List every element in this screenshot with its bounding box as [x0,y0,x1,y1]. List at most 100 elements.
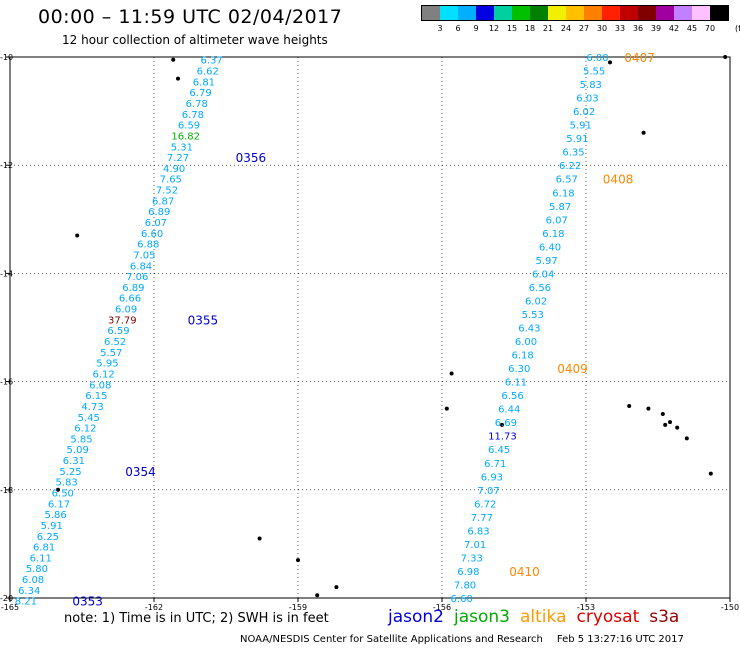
color-scale-label: 24 [560,24,572,33]
lon-label: -153 [577,603,595,612]
wave-height-value: 6.43 [518,324,540,335]
wave-height-value: 11.73 [488,432,517,443]
wave-height-value: 6.44 [498,405,520,416]
wave-height-value: 6.17 [48,499,70,510]
wave-height-value: 6.04 [532,269,554,280]
wave-height-value: 4.90 [163,164,185,175]
wave-height-value: 6.52 [104,337,126,348]
color-swatch [620,6,638,20]
satellite-s3a: s3a [649,607,680,627]
wave-height-value: 7.01 [464,540,486,551]
satellite-jason3: jason3 [454,607,510,627]
island-marker [684,436,689,441]
lon-label: -150 [721,603,739,612]
wave-height-value: 6.18 [512,351,534,362]
lat-label: -12 [0,161,13,170]
lat-label: -20 [0,594,13,603]
pass-time-label: 0356 [236,151,267,165]
wave-height-value: 6.12 [92,369,114,380]
color-scale-label: 33 [614,24,626,33]
wave-height-value: 6.11 [30,553,52,564]
satellite-jason2: jason2 [388,607,444,627]
wave-height-value: 6.11 [505,378,527,389]
wave-height-value: 7.33 [461,553,483,564]
wave-height-value: 6.93 [481,472,503,483]
color-scale-label: 45 [686,24,698,33]
island-marker [75,233,80,238]
color-scale-label: 70 [704,24,716,33]
island-marker [608,60,612,65]
island-marker [176,76,180,81]
wave-height-value: 5.45 [78,413,100,424]
wave-height-value: 6.89 [148,207,170,218]
wave-height-value: 5.55 [583,67,605,78]
credit-text: NOAA/NESDIS Center for Satellite Applica… [240,634,543,645]
wave-height-value: 5.97 [536,256,558,267]
lat-label: -14 [0,269,13,278]
wave-height-value: 6.00 [515,337,537,348]
color-scale-label: 36 [632,24,644,33]
island-marker [641,130,646,135]
wave-height-value: 6.12 [74,424,96,435]
color-scale-label: 6 [455,24,461,33]
wave-height-value: 6.88 [137,240,159,251]
wave-height-value: 6.59 [178,121,200,132]
color-swatch [566,6,584,20]
color-swatch [530,6,548,20]
wave-height-value: 6.84 [130,261,152,272]
color-scale-label: 27 [578,24,590,33]
color-scale-label: 15 [506,24,518,33]
wave-height-value: 6.07 [546,215,568,226]
wave-height-value: 8.21 [15,597,37,608]
island-marker [708,471,713,476]
island-marker [675,425,680,430]
wave-height-value: 37.79 [108,315,137,326]
wave-height-value: 6.89 [122,283,144,294]
wave-height-value: 6.81 [33,543,55,554]
island-marker [334,585,339,590]
pass-time-label: 0353 [72,595,103,609]
wave-height-value: 7.05 [133,250,155,261]
wave-height-value: 6.78 [182,110,204,121]
island-marker [723,55,728,59]
color-swatch [692,6,710,20]
wave-height-value: 7.06 [126,272,148,283]
wave-height-value: 5.86 [44,510,66,521]
wave-height-value: 5.91 [41,521,63,532]
color-scale-bar [421,5,729,21]
wave-height-value: 5.83 [580,80,602,91]
color-scale-label: 18 [524,24,536,33]
wave-height-value: 6.98 [457,567,479,578]
island-marker [668,420,672,425]
wave-height-value: 6.60 [451,594,473,605]
wave-height-value: 6.09 [115,305,137,316]
wave-height-value: 6.62 [197,67,219,78]
wave-height-value: 5.91 [566,134,588,145]
color-swatch [656,6,674,20]
wave-height-value: 6.78 [186,99,208,110]
wave-height-value: 6.25 [37,532,59,543]
color-swatch [710,6,728,20]
lon-label: -162 [145,603,163,612]
wave-height-value: 6.08 [89,380,111,391]
wave-height-value: 6.37 [200,56,222,67]
island-marker [627,403,632,408]
wave-height-value: 5.31 [171,142,193,153]
wave-height-value: 6.83 [467,526,489,537]
wave-height-value: 6.40 [539,242,561,253]
wave-height-value: 6.81 [193,77,215,88]
wave-height-value: 6.02 [573,107,595,118]
color-scale-unit: (ft) [734,24,740,33]
credit-line: NOAA/NESDIS Center for Satellite Applica… [240,634,684,645]
color-scale-label: 30 [596,24,608,33]
wave-height-value: 6.31 [63,456,85,467]
wave-height-value: 7.80 [454,580,476,591]
wave-height-value: 5.09 [67,445,89,456]
color-scale-label: 21 [542,24,554,33]
color-swatch [602,6,620,20]
page-title: 00:00 – 11:59 UTC 02/04/2017 [38,6,343,28]
color-swatch [674,6,692,20]
color-swatch [584,6,602,20]
